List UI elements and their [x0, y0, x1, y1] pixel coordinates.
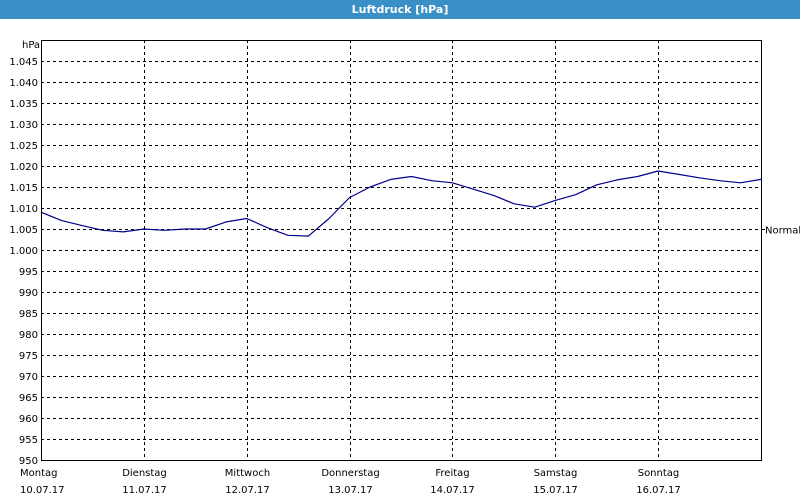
- y-tick-label: 1.035: [9, 99, 38, 110]
- y-axis-unit-label: hPa: [22, 40, 40, 51]
- y-tick-label: 970: [19, 372, 38, 383]
- y-tick-label: 990: [19, 288, 38, 299]
- y-tick-label: 960: [19, 414, 38, 425]
- y-tick-label: 995: [19, 267, 38, 278]
- chart-title: Luftdruck [hPa]: [0, 0, 800, 19]
- x-tick-day-label: Dienstag: [122, 468, 167, 479]
- x-tick-day-label: Montag: [20, 468, 57, 479]
- y-tick-label: 1.020: [9, 162, 38, 173]
- x-tick-day-label: Samstag: [534, 468, 578, 479]
- x-tick-date-label: 10.07.17: [20, 485, 65, 496]
- y-tick-label: 1.040: [9, 78, 38, 89]
- y-tick-label: 965: [19, 393, 38, 404]
- x-tick-date-label: 12.07.17: [225, 485, 270, 496]
- reference-label-normal: Normal: [765, 226, 800, 237]
- x-tick-date-label: 11.07.17: [122, 485, 167, 496]
- y-tick-label: 1.045: [9, 57, 38, 68]
- plot-frame: [41, 40, 762, 461]
- y-tick-label: 955: [19, 435, 38, 446]
- x-axis-ticks: Montag 10.07.17 Dienstag 11.07.17 Mittwoch 12…: [20, 468, 681, 496]
- x-tick-day-label: Sonntag: [638, 468, 680, 479]
- y-tick-label: 1.015: [9, 183, 38, 194]
- series-line: [40, 170, 762, 237]
- y-tick-label: 1.025: [9, 141, 38, 152]
- y-tick-label: 1.030: [9, 120, 38, 131]
- x-tick-day-label: Donnerstag: [321, 468, 379, 479]
- y-tick-label: 980: [19, 330, 38, 341]
- y-axis-ticks: 950 955 960 965 970 975 980 985 990 995 1.000 1.005…: [9, 57, 38, 467]
- x-tick-date-label: 16.07.17: [636, 485, 681, 496]
- x-tick-day-label: Freitag: [435, 468, 469, 479]
- x-tick-date-label: 13.07.17: [328, 485, 373, 496]
- y-tick-label: 1.005: [9, 225, 38, 236]
- x-tick-date-label: 14.07.17: [430, 485, 475, 496]
- y-tick-label: 1.000: [9, 246, 38, 257]
- y-tick-label: 985: [19, 309, 38, 320]
- y-tick-label: 950: [19, 456, 38, 467]
- y-tick-label: 1.010: [9, 204, 38, 215]
- series-layer: [40, 170, 762, 237]
- grid: [41, 40, 761, 460]
- y-tick-label: 975: [19, 351, 38, 362]
- x-tick-date-label: 15.07.17: [533, 485, 578, 496]
- x-tick-day-label: Mittwoch: [225, 468, 270, 479]
